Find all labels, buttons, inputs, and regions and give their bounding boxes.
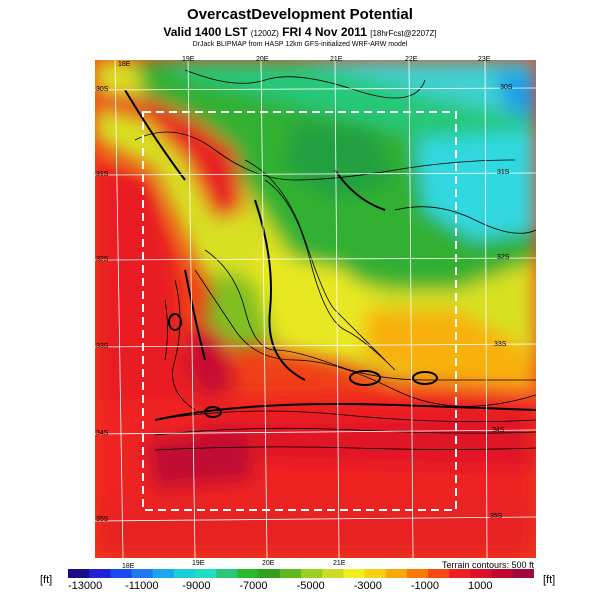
colorbar-label: -9000 bbox=[182, 580, 211, 592]
lon-label-top: 19E bbox=[182, 56, 195, 63]
colorbar-swatch bbox=[406, 569, 429, 578]
colorbar-swatch bbox=[237, 569, 260, 578]
forecast-info: [18hrFcst@2207Z] bbox=[370, 29, 437, 38]
lat-label-right: 31S bbox=[497, 169, 510, 176]
lat-label-left: 33S bbox=[96, 343, 109, 350]
lat-label-right: 30S bbox=[500, 84, 513, 91]
lat-label-left: 34S bbox=[96, 430, 109, 437]
colorbar-swatch bbox=[110, 569, 133, 578]
colorbar-label: -5000 bbox=[296, 580, 325, 592]
lat-label-right: 34S bbox=[492, 427, 505, 434]
colorbar-swatch bbox=[195, 569, 217, 578]
colorbar-swatch bbox=[301, 569, 323, 578]
lon-label-top: 21E bbox=[330, 56, 343, 63]
lon-label-top: 23E bbox=[478, 56, 491, 63]
lat-label-left: 32S bbox=[96, 256, 109, 263]
lon-label-top: 20E bbox=[256, 56, 269, 63]
lon-label-bottom: 18E bbox=[122, 563, 135, 570]
colorbar-swatch bbox=[385, 569, 408, 578]
model-credit: DrJack BLIPMAP from HASP 12km GFS-initia… bbox=[192, 41, 408, 48]
colorbar-swatch bbox=[428, 569, 450, 578]
colorbar-swatch bbox=[470, 569, 493, 578]
colorbar-swatch bbox=[449, 569, 471, 578]
colorbar-swatch bbox=[89, 569, 111, 578]
lon-label-bottom: 19E bbox=[192, 560, 205, 567]
terrain-contours bbox=[134, 69, 536, 451]
colorbar-swatch bbox=[152, 569, 175, 578]
lat-label-left: 35S bbox=[96, 516, 109, 523]
overcast-map bbox=[95, 60, 536, 558]
colorbar-label: -1000 bbox=[410, 580, 440, 592]
lat-label-left: 31S bbox=[96, 171, 109, 178]
lon-label-bottom: 21E bbox=[333, 560, 346, 567]
colorbar-swatch bbox=[173, 569, 196, 578]
colorbar-swatch bbox=[258, 569, 281, 578]
colorbar-swatch bbox=[512, 569, 534, 578]
valid-date: FRI 4 Nov 2011 bbox=[282, 25, 367, 39]
colorbar-swatch bbox=[491, 569, 514, 578]
lat-label-left: 30S bbox=[96, 86, 109, 93]
lon-label-top: 18E bbox=[118, 61, 131, 68]
colorbar-label: -7000 bbox=[239, 580, 268, 592]
colorbar-swatch bbox=[216, 569, 238, 578]
colorbar-swatch bbox=[131, 569, 154, 578]
valid-time: Valid 1400 LST bbox=[163, 25, 248, 39]
unit-right: [ft] bbox=[543, 574, 556, 586]
colorbar-swatch bbox=[68, 569, 90, 578]
colorbar-label: -13000 bbox=[68, 580, 103, 592]
colorbar-swatch bbox=[364, 569, 387, 578]
heavy-contours bbox=[124, 89, 536, 421]
colorbar-label: 1000 bbox=[468, 580, 493, 592]
lon-label-top: 22E bbox=[405, 56, 418, 63]
terrain-note: Terrain contours: 500 ft bbox=[441, 560, 534, 570]
lat-lon-grid bbox=[95, 60, 536, 558]
lat-label-right: 35S bbox=[490, 513, 503, 520]
colorbar-swatch bbox=[343, 569, 366, 578]
colorbar-label: -3000 bbox=[353, 580, 382, 592]
inner-domain-box bbox=[142, 111, 457, 511]
lat-label-right: 32S bbox=[497, 254, 510, 261]
utc-time: (1200Z) bbox=[250, 29, 279, 38]
colorbar-swatch bbox=[279, 569, 302, 578]
heatmap-field bbox=[95, 60, 536, 558]
map-title: OvercastDevelopment Potential bbox=[187, 6, 413, 23]
colorbar-label: -11000 bbox=[125, 580, 159, 592]
colorbar bbox=[68, 569, 534, 578]
colorbar-swatch bbox=[322, 569, 344, 578]
unit-left: [ft] bbox=[40, 574, 53, 586]
map-subtitle: Valid 1400 LST (1200Z) FRI 4 Nov 2011 [1… bbox=[0, 25, 600, 39]
lon-label-bottom: 20E bbox=[262, 560, 275, 567]
lat-label-right: 33S bbox=[494, 341, 507, 348]
